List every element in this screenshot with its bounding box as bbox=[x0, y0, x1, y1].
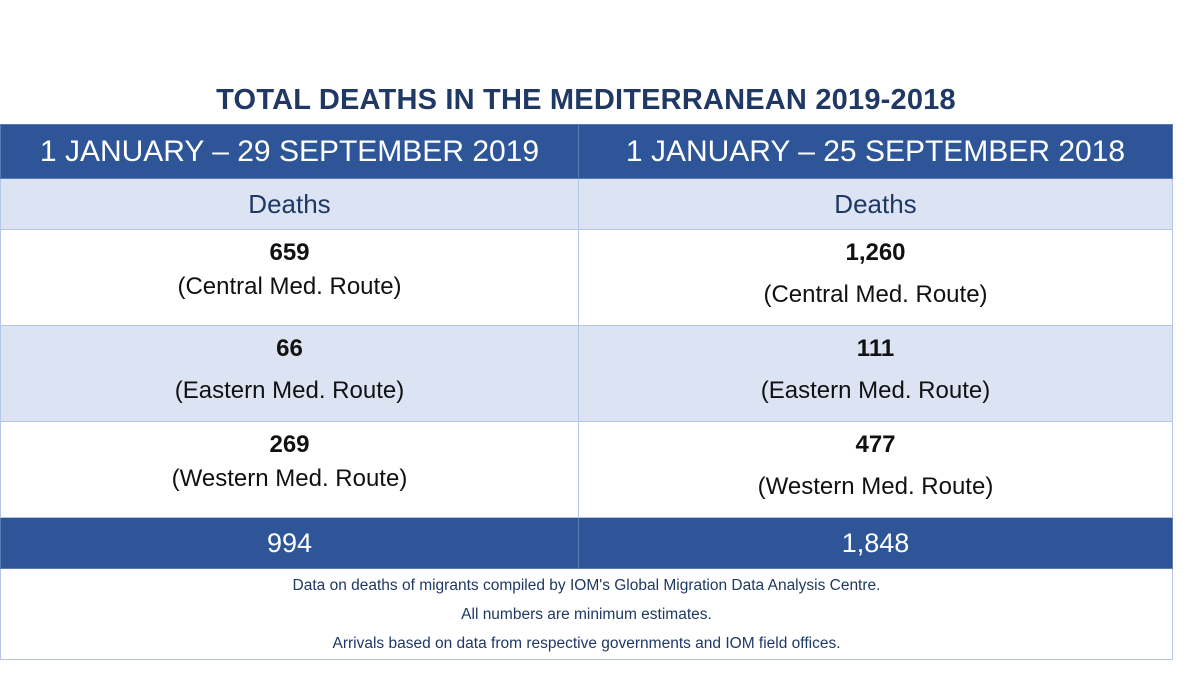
period-header-row: 1 JANUARY – 29 SEPTEMBER 2019 1 JANUARY … bbox=[0, 124, 1173, 179]
value: 66 bbox=[276, 335, 303, 362]
route-label: (Western Med. Route) bbox=[171, 465, 408, 492]
cell-central-2018: 1,260 (Central Med. Route) bbox=[578, 229, 1173, 326]
value: 659 bbox=[269, 239, 310, 266]
value: 1,260 bbox=[845, 239, 906, 266]
deaths-header-2018: Deaths bbox=[578, 178, 1173, 230]
value: 111 bbox=[856, 335, 895, 362]
footnote: Arrivals based on data from respective g… bbox=[332, 634, 841, 652]
route-label: (Central Med. Route) bbox=[763, 281, 988, 308]
total-2019: 994 bbox=[0, 517, 579, 569]
total-2018: 1,848 bbox=[578, 517, 1173, 569]
table-row-central: 659 (Central Med. Route) 1,260 (Central … bbox=[0, 229, 1173, 326]
cell-western-2018: 477 (Western Med. Route) bbox=[578, 421, 1173, 518]
cell-central-2019: 659 (Central Med. Route) bbox=[0, 229, 579, 326]
footnote-row: Data on deaths of migrants compiled by I… bbox=[0, 568, 1173, 660]
route-label: (Western Med. Route) bbox=[757, 473, 994, 500]
route-label: (Central Med. Route) bbox=[177, 273, 402, 300]
route-label: (Eastern Med. Route) bbox=[174, 377, 405, 404]
cell-western-2019: 269 (Western Med. Route) bbox=[0, 421, 579, 518]
subheader-row: Deaths Deaths bbox=[0, 178, 1173, 230]
value: 269 bbox=[269, 431, 310, 458]
table-title: TOTAL DEATHS IN THE MEDITERRANEAN 2019-2… bbox=[216, 84, 956, 116]
period-2018: 1 JANUARY – 25 SEPTEMBER 2018 bbox=[578, 124, 1173, 179]
footnote: All numbers are minimum estimates. bbox=[461, 605, 712, 623]
total-row: 994 1,848 bbox=[0, 517, 1173, 569]
value: 477 bbox=[855, 431, 896, 458]
footnote: Data on deaths of migrants compiled by I… bbox=[292, 576, 881, 594]
cell-eastern-2018: 111 (Eastern Med. Route) bbox=[578, 325, 1173, 422]
route-label: (Eastern Med. Route) bbox=[760, 377, 991, 404]
footnotes: Data on deaths of migrants compiled by I… bbox=[0, 568, 1173, 660]
table-row-eastern: 66 (Eastern Med. Route) 111 (Eastern Med… bbox=[0, 325, 1173, 422]
deaths-table: 1 JANUARY – 29 SEPTEMBER 2019 1 JANUARY … bbox=[0, 124, 1173, 660]
period-2019: 1 JANUARY – 29 SEPTEMBER 2019 bbox=[0, 124, 579, 179]
deaths-header-2019: Deaths bbox=[0, 178, 579, 230]
table-row-western: 269 (Western Med. Route) 477 (Western Me… bbox=[0, 421, 1173, 518]
cell-eastern-2019: 66 (Eastern Med. Route) bbox=[0, 325, 579, 422]
